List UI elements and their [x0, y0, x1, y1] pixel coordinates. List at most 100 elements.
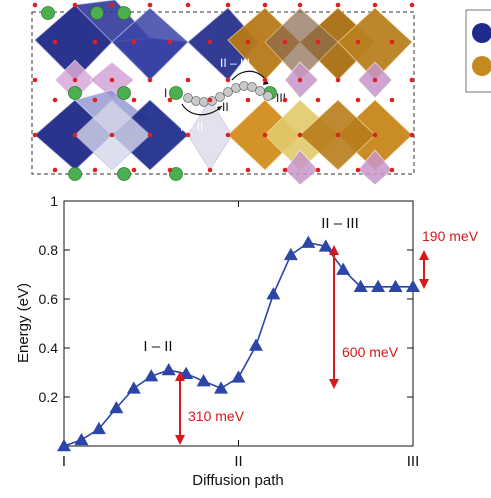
data-point-marker [231, 370, 246, 383]
oxygen-atom [72, 77, 78, 83]
oxygen-atom [32, 132, 38, 138]
crystal-structure-panel: I II III I – II II – III [31, 0, 415, 186]
oxygen-atom [72, 132, 78, 138]
oxygen-atom [282, 97, 288, 103]
annotation-hop-1-2: I – II [143, 338, 172, 355]
data-point-marker [57, 439, 71, 452]
y-tick-label: 0.8 [39, 242, 59, 258]
oxygen-atom [409, 132, 415, 138]
oxygen-atom [225, 132, 231, 138]
orange-octahedra-top [227, 7, 413, 81]
legend-orange-swatch [472, 56, 491, 76]
barrier-arrow-1 [175, 371, 185, 445]
x-tick-label: I [62, 453, 66, 470]
y-ticks: 0.2 0.4 0.6 0.8 1 [39, 193, 413, 405]
barrier-arrow-2 [329, 245, 339, 389]
oxygen-atom [262, 77, 268, 83]
oxygen-atom [335, 132, 341, 138]
oxygen-atom [409, 77, 415, 83]
site-label-3: III [276, 91, 286, 105]
diffusion-path-beads [183, 81, 273, 107]
oxygen-atom [92, 97, 98, 103]
site-label-2: II [222, 100, 229, 114]
oxygen-atom [131, 97, 137, 103]
data-point-marker [74, 432, 89, 446]
blue-octahedra-top [34, 0, 259, 81]
oxygen-atom [167, 97, 173, 103]
structure-labels: I II III I – II II – III [164, 56, 286, 134]
oxygen-atom [315, 167, 321, 173]
oxygen-atom [52, 167, 58, 173]
data-point-marker [353, 279, 368, 292]
oxygen-atom [282, 39, 288, 45]
oxygen-atom [389, 97, 395, 103]
oxygen-atom [409, 2, 415, 8]
oxygen-atom [109, 77, 115, 83]
oxygen-atom [315, 97, 321, 103]
oxygen-atom [52, 39, 58, 45]
oxygen-atom [335, 77, 341, 83]
oxygen-atom [185, 132, 191, 138]
data-point-marker [283, 247, 298, 261]
legend-blue-swatch [472, 23, 491, 43]
oxygen-atoms [32, 2, 415, 173]
oxygen-atom [185, 2, 191, 8]
x-ticks: I II III [62, 201, 419, 470]
pink-octahedra-bottom [284, 149, 393, 186]
oxygen-atom [131, 167, 137, 173]
oxygen-atom [372, 77, 378, 83]
barrier-label-2: 600 meV [342, 344, 399, 360]
orange-octahedra-bottom [227, 99, 413, 171]
data-point-marker [144, 369, 159, 382]
oxygen-atom [32, 77, 38, 83]
oxygen-atom [32, 2, 38, 8]
hop-label-1-2: I – II [180, 120, 203, 134]
oxygen-atom [109, 132, 115, 138]
data-point-marker [336, 262, 351, 275]
oxygen-atom [335, 2, 341, 8]
oxygen-atom [147, 2, 153, 8]
oxygen-atom [389, 39, 395, 45]
oxygen-atom [297, 77, 303, 83]
data-point-marker [248, 338, 263, 351]
oxygen-atom [167, 39, 173, 45]
oxygen-atom [52, 97, 58, 103]
data-point-marker [126, 381, 141, 394]
oxygen-atom [207, 97, 213, 103]
oxygen-atom [92, 39, 98, 45]
oxygen-atom [207, 167, 213, 173]
oxygen-atom [147, 77, 153, 83]
data-point-marker [388, 279, 403, 292]
oxygen-atom [131, 39, 137, 45]
data-point-marker [161, 363, 176, 376]
oxygen-atom [185, 77, 191, 83]
oxygen-atom [262, 132, 268, 138]
barrier-arrow-3 [419, 250, 429, 289]
data-point-marker [196, 374, 211, 387]
oxygen-atom [147, 132, 153, 138]
oxygen-atom [355, 39, 361, 45]
x-tick-label: II [234, 453, 242, 470]
barrier-label-3: 190 meV [422, 228, 479, 244]
y-tick-label: 0.4 [39, 340, 59, 356]
data-markers [57, 235, 420, 452]
data-point-marker [214, 381, 229, 394]
oxygen-atom [297, 132, 303, 138]
oxygen-atom [207, 39, 213, 45]
data-point-marker [91, 421, 106, 435]
data-point-marker [266, 287, 281, 300]
y-tick-label: 1 [50, 193, 58, 209]
y-axis-title: Energy (eV) [15, 283, 32, 363]
annotation-hop-2-3: II – III [321, 215, 359, 232]
data-point-marker [318, 239, 333, 252]
data-point-marker [109, 401, 124, 414]
x-tick-label: III [407, 453, 420, 470]
y-tick-label: 0.6 [39, 291, 59, 307]
oxygen-atom [92, 167, 98, 173]
oxygen-atom [245, 39, 251, 45]
data-point-marker [371, 279, 386, 292]
x-axis-title: Diffusion path [192, 472, 283, 489]
oxygen-atom [315, 39, 321, 45]
data-point-marker [179, 366, 194, 379]
